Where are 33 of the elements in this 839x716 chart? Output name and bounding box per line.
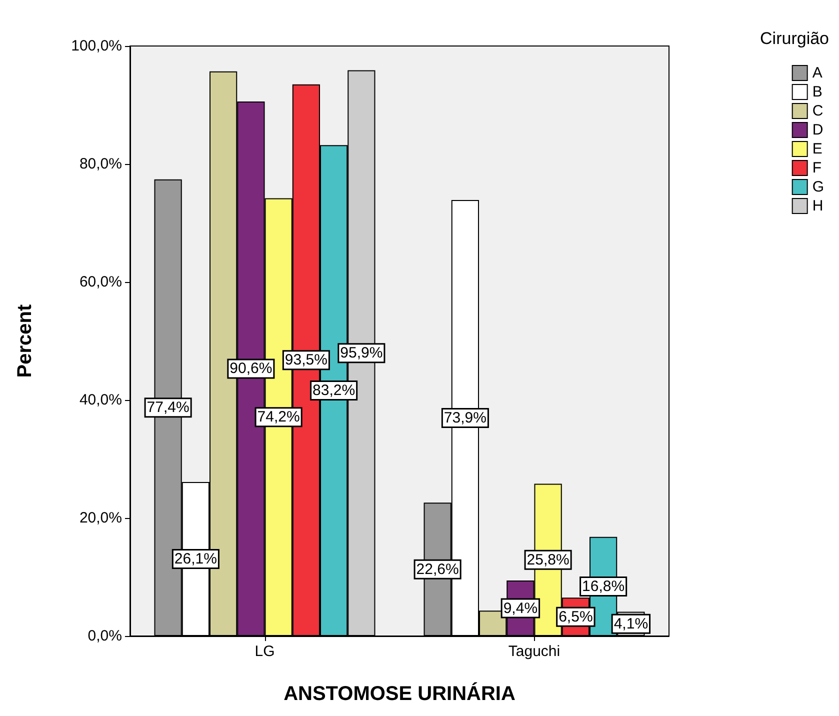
data-label: 22,6% [416,560,459,578]
data-label: 93,5% [284,352,328,369]
x-tick-label: Taguchi [508,643,560,660]
legend-label: F [812,160,822,176]
y-tick-label: 80,0% [79,156,122,172]
data-label: 90,6% [230,360,272,378]
legend-title: Cirurgião [760,29,830,48]
legend-label: G [812,178,824,196]
legend-label: C [812,102,824,120]
data-label: 74,2% [257,408,300,426]
data-label: 25,8% [526,551,570,568]
data-label: 73,9% [444,409,486,426]
data-label: 6,5% [558,608,593,626]
legend-label: H [812,198,824,214]
legend-label: B [812,84,822,100]
data-label: 16,8% [582,578,625,595]
data-label: 9,4% [503,600,538,617]
y-tick-label: 60,0% [79,274,122,290]
data-label: 83,2% [312,382,356,400]
data-label: 4,1% [614,615,648,632]
legend-label: D [812,122,824,138]
y-tick-label: 40,0% [79,392,122,408]
data-label: 77,4% [146,399,190,416]
y-tick-label: 100,0% [71,38,122,54]
x-tick-label: LG [254,643,275,660]
y-tick-label: 20,0% [79,510,122,526]
x-axis-title: ANSTOMOSE URINÁRIA [284,682,516,705]
y-tick-label: 0,0% [88,628,122,644]
legend-label: E [812,140,822,158]
legend-label: A [812,64,822,82]
y-axis-title: Percent [14,304,36,378]
data-label: 95,9% [340,344,383,362]
data-label: 26,1% [174,550,217,568]
